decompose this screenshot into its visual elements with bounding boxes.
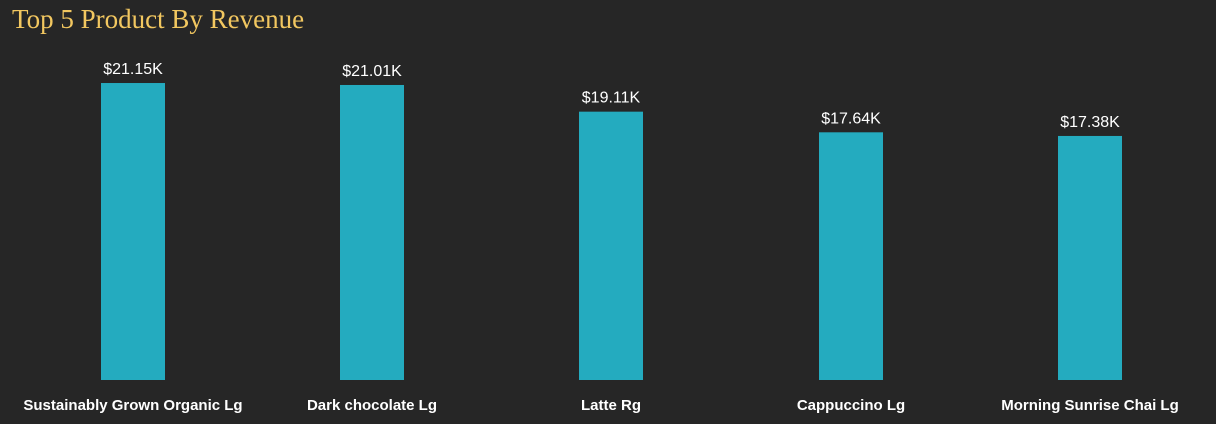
category-label-3: Latte Rg <box>581 397 641 414</box>
data-label-1: $21.15K <box>103 61 163 78</box>
category-label-5: Morning Sunrise Chai Lg <box>1001 397 1179 414</box>
bar-3 <box>579 111 643 380</box>
bar-5 <box>1058 135 1122 380</box>
data-label-4: $17.64K <box>821 110 881 127</box>
category-label-4: Cappuccino Lg <box>797 397 905 414</box>
category-label-2: Dark chocolate Lg <box>307 397 437 414</box>
bar-2 <box>340 84 404 380</box>
data-label-3: $19.11K <box>582 90 641 107</box>
data-label-5: $17.38K <box>1060 114 1120 131</box>
bar-1 <box>101 83 165 381</box>
category-label-1: Sustainably Grown Organic Lg <box>23 397 242 414</box>
data-label-2: $21.01K <box>342 63 402 80</box>
bar-4 <box>819 132 883 380</box>
chart-title: Top 5 Product By Revenue <box>12 4 305 34</box>
